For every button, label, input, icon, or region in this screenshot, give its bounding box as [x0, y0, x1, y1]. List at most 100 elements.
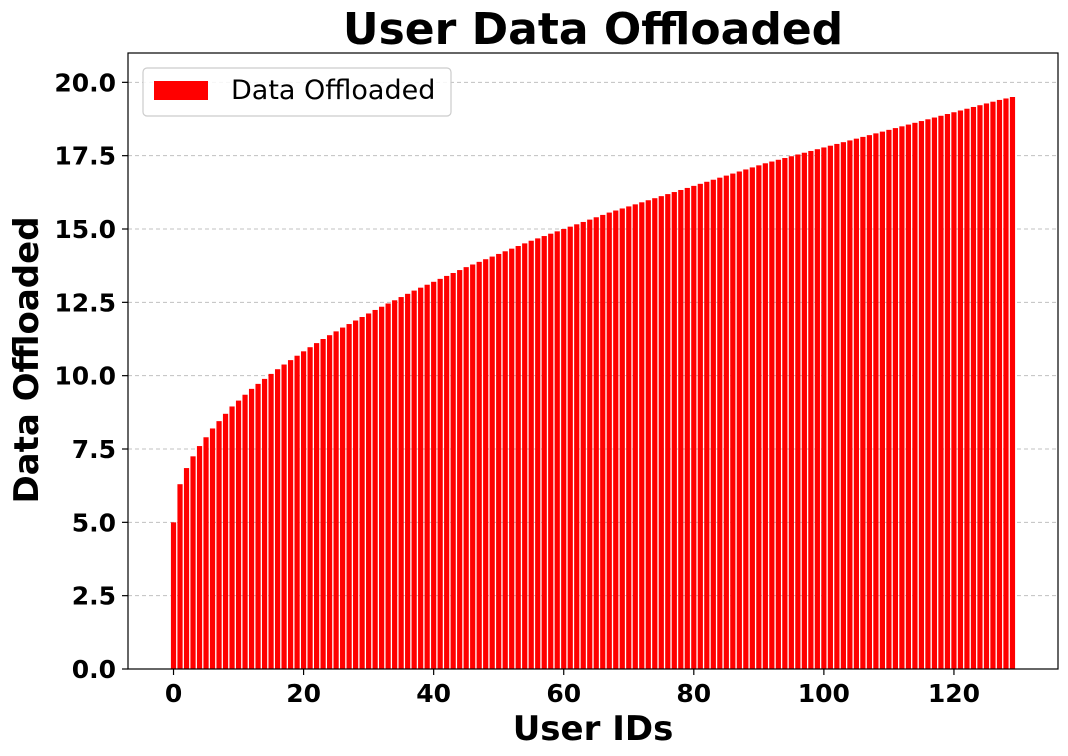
bar — [600, 214, 606, 670]
bar — [925, 119, 931, 669]
axes — [127, 52, 1059, 670]
bar — [535, 238, 541, 670]
bar — [183, 468, 190, 669]
bar — [853, 138, 859, 670]
bar — [509, 248, 515, 670]
bar — [203, 437, 209, 669]
bar — [996, 99, 1003, 669]
bar — [769, 161, 775, 670]
bar — [593, 217, 599, 669]
bar — [294, 355, 300, 669]
bar — [736, 171, 742, 670]
bar — [743, 169, 749, 669]
bar — [652, 198, 658, 669]
bar — [372, 309, 378, 669]
x-tick-label: 80 — [676, 679, 711, 708]
bar — [697, 183, 703, 669]
bar — [411, 290, 417, 669]
bar — [632, 204, 638, 670]
bar — [782, 158, 788, 669]
x-axis-label: User IDs — [513, 709, 674, 749]
bar — [730, 173, 736, 669]
bar — [905, 124, 912, 669]
y-tick-label: 17.5 — [54, 142, 116, 171]
bar — [170, 522, 177, 669]
bar — [554, 231, 560, 669]
legend-label: Data Offloaded — [231, 75, 435, 106]
bar — [261, 378, 268, 669]
bar — [762, 163, 768, 669]
bar — [840, 142, 846, 669]
bar — [691, 185, 697, 669]
bar — [489, 256, 495, 669]
bar — [515, 246, 521, 669]
y-axis-label: Data Offloaded — [7, 216, 47, 503]
bar — [918, 121, 925, 669]
bar — [704, 181, 710, 670]
bar — [483, 259, 489, 669]
bar — [248, 388, 255, 669]
x-axis-ticks: 0 20 40 60 80 100 120 — [165, 669, 980, 708]
bar — [866, 135, 872, 670]
bar — [873, 133, 879, 669]
bar — [476, 261, 482, 669]
bar — [795, 154, 801, 669]
bar — [665, 194, 671, 670]
bar — [990, 101, 996, 669]
bar — [951, 112, 957, 669]
bar — [333, 331, 339, 669]
bar — [177, 484, 183, 669]
bar — [879, 131, 886, 669]
bar — [567, 226, 573, 670]
bar — [808, 150, 814, 669]
bar — [463, 267, 469, 669]
bar — [931, 117, 938, 670]
bar — [749, 167, 755, 669]
bar — [717, 177, 723, 669]
bar — [379, 306, 385, 669]
bar — [450, 273, 456, 669]
y-tick-label: 12.5 — [54, 288, 116, 317]
bar — [944, 114, 951, 670]
bar — [268, 373, 274, 669]
bar — [619, 208, 625, 669]
bar — [710, 179, 716, 669]
bar — [300, 351, 307, 669]
bar — [457, 270, 463, 669]
bar — [912, 122, 918, 669]
bar — [235, 400, 242, 669]
y-tick-label: 10.0 — [54, 362, 116, 391]
y-tick-label: 0.0 — [72, 655, 116, 684]
bar — [216, 421, 222, 669]
bar — [892, 128, 899, 670]
bar — [587, 219, 593, 669]
bar — [957, 110, 964, 669]
bar — [788, 156, 794, 670]
plot-frame — [127, 52, 1059, 670]
bar — [255, 383, 261, 669]
bar — [574, 224, 580, 669]
bar — [684, 187, 690, 669]
bar — [886, 129, 892, 669]
bar — [827, 145, 833, 669]
bar — [723, 175, 729, 669]
bar — [385, 303, 391, 669]
bars — [170, 97, 1016, 670]
bar — [847, 140, 853, 669]
bar — [1009, 97, 1016, 669]
legend-box — [142, 67, 452, 117]
bar — [496, 253, 502, 669]
y-tick-label: 7.5 — [72, 435, 116, 464]
bar — [756, 165, 762, 669]
bar — [970, 106, 977, 670]
bar — [678, 189, 684, 669]
chart-title: User Data Offloaded — [343, 4, 843, 55]
bar — [274, 369, 281, 669]
bar — [444, 275, 450, 669]
bar — [437, 278, 443, 669]
x-tick-label: 0 — [165, 679, 182, 708]
x-tick-label: 20 — [286, 679, 321, 708]
bar — [775, 159, 781, 670]
bar — [561, 229, 567, 669]
